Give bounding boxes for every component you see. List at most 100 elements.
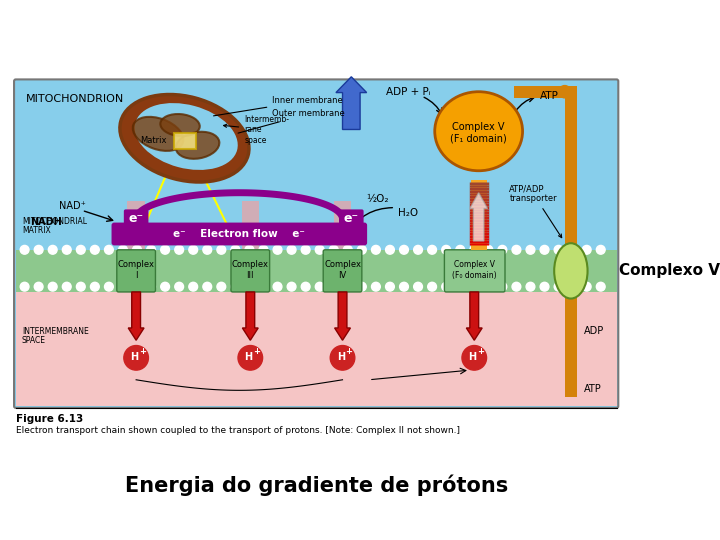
Text: H: H [469,352,477,362]
Bar [16,250,616,292]
Circle shape [498,282,507,291]
Circle shape [568,245,577,254]
FancyBboxPatch shape [117,250,156,292]
Text: H: H [130,352,138,362]
Circle shape [189,282,197,291]
Ellipse shape [435,92,523,171]
Ellipse shape [176,132,220,159]
Text: e⁻: e⁻ [129,212,144,225]
Circle shape [484,282,492,291]
Text: INTERMEMBRANE: INTERMEMBRANE [22,327,89,336]
Circle shape [512,282,521,291]
Circle shape [189,245,197,254]
Circle shape [287,282,296,291]
Bar [127,201,145,250]
Circle shape [147,245,156,254]
Circle shape [400,245,408,254]
Circle shape [357,282,366,291]
Circle shape [372,245,380,254]
Bar [514,85,577,98]
Text: SPACE: SPACE [22,336,46,345]
Circle shape [20,245,29,254]
Circle shape [582,282,591,291]
Circle shape [231,282,240,291]
Text: +: + [253,347,260,356]
Text: Complex
I: Complex I [117,260,155,280]
Bar [174,133,196,149]
Circle shape [273,282,282,291]
FancyBboxPatch shape [14,79,618,408]
Bar [241,201,259,250]
Circle shape [48,282,57,291]
Circle shape [385,282,395,291]
Text: Complex V: Complex V [452,122,505,132]
Text: MATRIX: MATRIX [22,226,50,235]
Circle shape [259,282,268,291]
Circle shape [526,245,535,254]
Circle shape [484,245,492,254]
Circle shape [428,245,436,254]
Ellipse shape [132,117,184,151]
Circle shape [48,245,57,254]
Circle shape [147,282,156,291]
Circle shape [124,346,148,370]
Ellipse shape [554,243,588,299]
Circle shape [582,245,591,254]
Circle shape [35,245,43,254]
Text: MITOCHONDRIAL: MITOCHONDRIAL [22,217,87,226]
Circle shape [428,282,436,291]
Bar [564,292,577,397]
Ellipse shape [120,94,249,182]
Circle shape [161,245,169,254]
Circle shape [414,282,423,291]
Bar [564,85,577,292]
Circle shape [568,282,577,291]
Text: ATP/ADP
transporter: ATP/ADP transporter [509,184,562,238]
Text: Complex V
(F₀ domain): Complex V (F₀ domain) [452,260,497,280]
Circle shape [456,245,464,254]
Text: ½O₂: ½O₂ [366,194,389,204]
Bar [523,85,549,98]
Circle shape [104,282,113,291]
Circle shape [554,245,563,254]
Circle shape [343,282,352,291]
Circle shape [287,245,296,254]
Bar [334,201,351,250]
Circle shape [203,282,212,291]
Ellipse shape [135,103,238,170]
Circle shape [217,282,225,291]
Text: e⁻: e⁻ [343,212,359,225]
Circle shape [414,245,423,254]
Circle shape [20,282,29,291]
Circle shape [400,282,408,291]
Text: e⁻    Electron flow    e⁻: e⁻ Electron flow e⁻ [174,229,305,239]
Text: Complex
III: Complex III [232,260,269,280]
Circle shape [231,245,240,254]
Circle shape [91,282,99,291]
Bar [16,292,616,406]
Circle shape [76,245,85,254]
Circle shape [540,282,549,291]
Text: ADP: ADP [584,327,604,336]
Circle shape [315,245,324,254]
Text: Energia do gradiente de prótons: Energia do gradiente de prótons [125,475,508,496]
Circle shape [301,245,310,254]
Circle shape [343,245,352,254]
FancyArrow shape [128,292,144,340]
Text: NADH: NADH [30,217,61,227]
Circle shape [91,245,99,254]
Circle shape [259,245,268,254]
FancyArrow shape [470,193,487,241]
FancyBboxPatch shape [323,250,362,292]
Circle shape [385,245,395,254]
Bar [471,179,487,250]
Text: ADP + Pᵢ: ADP + Pᵢ [386,87,431,97]
Circle shape [596,282,605,291]
Circle shape [329,282,338,291]
Circle shape [456,282,464,291]
Circle shape [175,245,184,254]
Circle shape [132,245,141,254]
Text: Outer membrane: Outer membrane [238,109,345,133]
Circle shape [442,282,451,291]
Circle shape [301,282,310,291]
